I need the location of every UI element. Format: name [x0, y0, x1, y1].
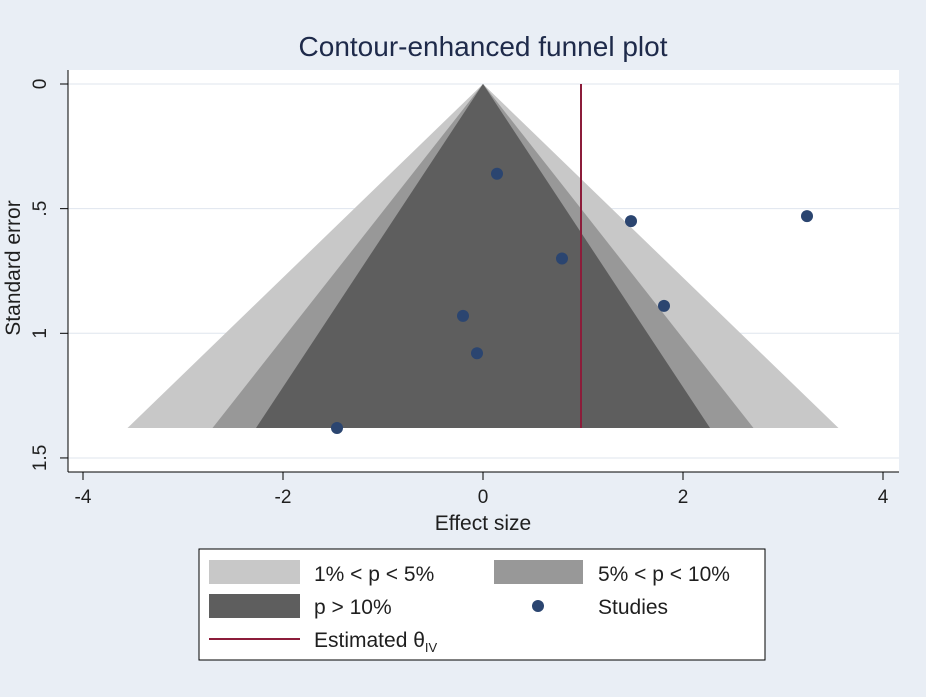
chart-title: Contour-enhanced funnel plot: [299, 31, 668, 62]
x-tick-label: 2: [678, 487, 689, 508]
legend-swatch-5-10pct: [494, 560, 583, 584]
legend-marker-studies: [532, 600, 544, 612]
study-point-6: [457, 309, 469, 322]
legend-label-studies: Studies: [598, 596, 668, 619]
x-tick-label: 0: [478, 487, 489, 508]
legend-label-1-5pct: 1% < p < 5%: [314, 563, 434, 586]
legend-label-estimate: Estimated θIV: [314, 629, 438, 655]
y-tick-label: 1: [30, 328, 51, 339]
y-axis-ticks: 0 .5 1 1.5: [30, 79, 68, 471]
y-tick-label: 0: [30, 79, 51, 90]
significance-contours: [127, 84, 839, 429]
legend-label-over-10pct: p > 10%: [314, 596, 392, 619]
y-tick-label: 1.5: [30, 445, 51, 471]
y-tick-label: .5: [30, 201, 51, 217]
study-point-5: [658, 299, 670, 312]
study-point-4: [556, 252, 568, 265]
x-tick-label: 4: [878, 487, 889, 508]
x-tick-label: -4: [75, 487, 92, 508]
x-tick-label: -2: [275, 487, 292, 508]
study-point-8: [331, 422, 343, 435]
x-axis-ticks: -4 -2 0 2 4: [75, 472, 889, 508]
legend-swatch-over-10pct: [209, 594, 300, 618]
legend-swatch-1-5pct: [209, 560, 300, 584]
legend: 1% < p < 5% 5% < p < 10% p > 10% Studies…: [198, 548, 766, 661]
study-point-1: [491, 167, 503, 180]
y-axis-title: Standard error: [2, 200, 25, 335]
contour-region-3: [255, 84, 711, 429]
study-points: [331, 167, 813, 435]
legend-label-5-10pct: 5% < p < 10%: [598, 563, 730, 586]
study-point-7: [471, 347, 483, 360]
study-point-3: [801, 210, 813, 223]
study-point-2: [625, 215, 637, 228]
x-axis-title: Effect size: [435, 512, 532, 535]
